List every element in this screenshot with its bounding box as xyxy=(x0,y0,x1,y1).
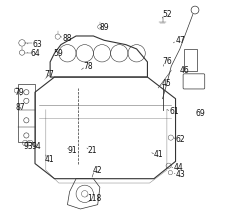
Text: 79: 79 xyxy=(14,88,24,97)
Text: 88: 88 xyxy=(62,34,71,43)
Text: 44: 44 xyxy=(173,163,182,172)
Text: 77: 77 xyxy=(44,70,54,79)
Text: 42: 42 xyxy=(92,166,101,175)
Text: 47: 47 xyxy=(175,36,185,45)
Text: 64: 64 xyxy=(30,49,40,58)
Text: 69: 69 xyxy=(194,109,204,118)
Text: 61: 61 xyxy=(168,107,178,116)
Text: 46: 46 xyxy=(179,66,189,75)
Text: 45: 45 xyxy=(161,79,171,88)
Text: 41: 41 xyxy=(153,150,163,159)
Text: 76: 76 xyxy=(162,57,172,66)
Text: 63: 63 xyxy=(33,40,42,49)
Text: 41: 41 xyxy=(44,155,54,164)
Text: 93: 93 xyxy=(23,142,33,151)
Text: 52: 52 xyxy=(162,10,172,19)
Text: 62: 62 xyxy=(175,135,184,144)
Text: 21: 21 xyxy=(87,146,97,155)
Text: 59: 59 xyxy=(53,49,63,58)
Text: 87: 87 xyxy=(16,103,25,112)
Text: 78: 78 xyxy=(83,62,93,71)
Text: 89: 89 xyxy=(99,23,109,32)
Text: 118: 118 xyxy=(87,194,101,203)
Text: 94: 94 xyxy=(32,142,41,151)
Text: 91: 91 xyxy=(67,146,77,155)
Text: 43: 43 xyxy=(175,170,185,179)
